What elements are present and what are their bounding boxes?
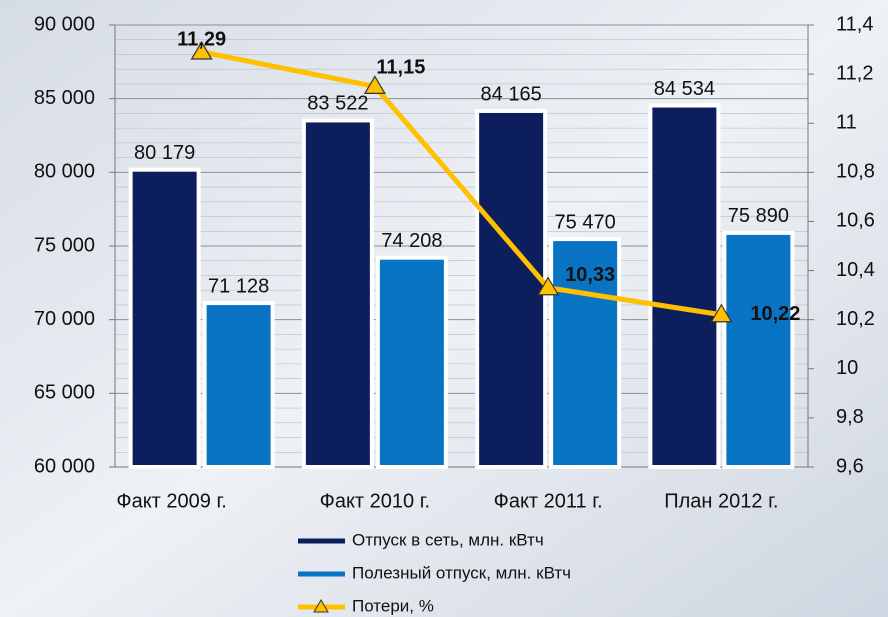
- bar: [650, 106, 718, 467]
- y-tick-label: 80 000: [34, 161, 95, 183]
- y2-tick-label: 10,2: [836, 308, 875, 330]
- legend-label: Отпуск в сеть, млн. кВтч: [352, 530, 544, 549]
- bar: [477, 111, 545, 467]
- legend-label: Полезный отпуск, млн. кВтч: [352, 563, 571, 582]
- value-label: 84 165: [481, 83, 542, 105]
- value-label: 75 470: [555, 211, 616, 233]
- y-tick-label: 70 000: [34, 308, 95, 330]
- loss-label: 11,29: [177, 28, 226, 50]
- y2-tick-label: 10,4: [836, 259, 875, 281]
- legend-label: Потери, %: [352, 596, 434, 615]
- y2-tick-label: 11: [836, 112, 857, 134]
- y-tick-label: 75 000: [34, 234, 95, 256]
- value-label: 71 128: [208, 275, 269, 297]
- loss-label: 10,33: [565, 264, 615, 286]
- y-tick-label: 85 000: [34, 87, 95, 109]
- y2-tick-label: 10: [836, 357, 858, 379]
- loss-label: 10,22: [750, 303, 800, 325]
- bar: [724, 233, 792, 467]
- bar: [304, 120, 372, 467]
- value-label: 75 890: [728, 205, 789, 227]
- y2-tick-label: 10,6: [836, 210, 875, 232]
- value-label: 74 208: [381, 230, 442, 252]
- chart: 60 000 65 000 70 000 75 000 80 000 85 000 90 0…: [0, 0, 888, 617]
- value-label: 83 522: [307, 93, 368, 115]
- x-tick-label: Факт 2010 г.: [320, 490, 430, 512]
- y-tick-label: 90 000: [34, 13, 95, 35]
- y2-tick-label: 9,6: [836, 455, 864, 477]
- y-tick-label: 60 000: [34, 455, 95, 477]
- x-tick-label: Факт 2011 г.: [494, 490, 603, 512]
- page: {"chart_data":{"type":"bar-line", "categ…: [0, 0, 888, 617]
- loss-label: 11,15: [376, 57, 425, 79]
- y2-tick-label: 11,2: [836, 62, 873, 84]
- y-tick-label: 65 000: [34, 382, 95, 404]
- y2-tick-label: 9,8: [836, 406, 864, 428]
- bar: [131, 170, 199, 467]
- y2-tick-label: 10,8: [836, 161, 875, 183]
- y2-tick-label: 11,4: [836, 13, 873, 35]
- bar: [378, 258, 446, 467]
- x-tick-label: План 2012 г.: [664, 490, 778, 512]
- x-tick-label: Факт 2009 г.: [116, 490, 226, 512]
- bar: [205, 303, 273, 467]
- value-label: 80 179: [134, 142, 195, 164]
- value-label: 84 534: [654, 78, 715, 100]
